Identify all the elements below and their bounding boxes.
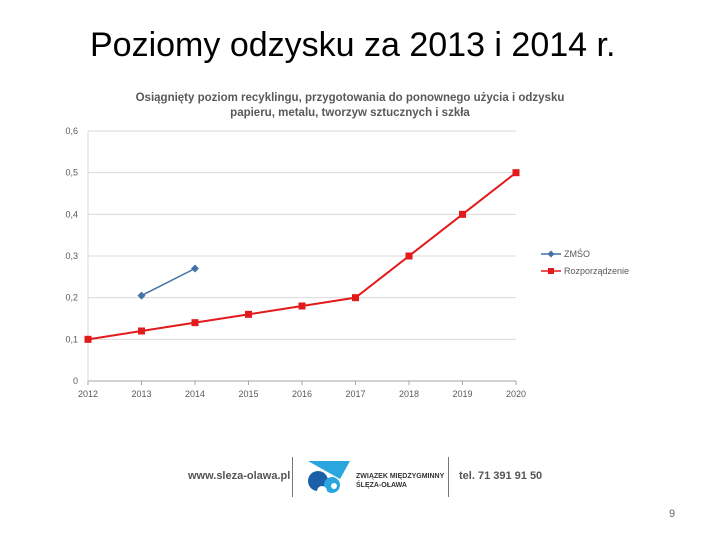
y-tick-label: 0,5 bbox=[65, 168, 78, 178]
x-tick-label: 2016 bbox=[292, 389, 312, 399]
chart-legend: ZMŚO Rozporządzenie bbox=[541, 248, 629, 276]
x-tick-label: 2014 bbox=[185, 389, 205, 399]
data-point bbox=[191, 264, 199, 273]
data-point bbox=[352, 294, 359, 302]
data-point bbox=[298, 302, 306, 310]
website-link[interactable]: www.sleza-olawa.pl bbox=[188, 470, 291, 482]
y-axis-ticks: 0 0,1 0,2 0,3 0,4 0,5 0,6 bbox=[65, 126, 78, 386]
data-point bbox=[84, 335, 92, 343]
y-tick-label: 0,1 bbox=[65, 334, 78, 344]
chart-series bbox=[84, 169, 520, 343]
data-point bbox=[191, 319, 199, 327]
footer-separator bbox=[448, 457, 449, 497]
legend-label: ZMŚO bbox=[564, 248, 590, 259]
legend-marker bbox=[548, 268, 554, 274]
x-tick-label: 2015 bbox=[238, 389, 258, 399]
footer-banner: www.sleza-olawa.pl ZWIĄZEK MIĘDZYGMINNY … bbox=[180, 455, 550, 499]
data-point bbox=[459, 210, 466, 218]
organization-name: ZWIĄZEK MIĘDZYGMINNY ŚLĘZA-OŁAWA bbox=[356, 472, 446, 490]
x-tick-label: 2013 bbox=[131, 389, 151, 399]
legend-marker bbox=[547, 250, 555, 258]
y-tick-label: 0,4 bbox=[65, 209, 78, 219]
x-tick-label: 2020 bbox=[506, 389, 526, 399]
data-point bbox=[405, 252, 413, 260]
x-tick-label: 2019 bbox=[452, 389, 472, 399]
chart-grid bbox=[87, 130, 516, 382]
y-tick-label: 0 bbox=[73, 376, 78, 386]
data-point bbox=[245, 310, 252, 318]
org-line-1: ZWIĄZEK MIĘDZYGMINNY bbox=[356, 473, 445, 480]
y-tick-label: 0,3 bbox=[65, 251, 78, 261]
x-tick-label: 2012 bbox=[78, 389, 98, 399]
x-axis-ticks: 2012 2013 2014 2015 2016 2017 2018 2019 2020 bbox=[78, 381, 526, 399]
footer-separator bbox=[292, 457, 293, 497]
chart-title: Osiągnięty poziom recyklingu, przygotowa… bbox=[100, 91, 600, 121]
y-tick-label: 0,6 bbox=[65, 126, 78, 136]
data-point bbox=[137, 291, 146, 300]
series-line-1 bbox=[141, 267, 196, 297]
x-tick-label: 2017 bbox=[345, 389, 365, 399]
org-line-2: ŚLĘZA-OŁAWA bbox=[356, 482, 407, 489]
x-tick-label: 2018 bbox=[399, 389, 419, 399]
chart-title-line-1: Osiągnięty poziom recyklingu, przygotowa… bbox=[135, 92, 565, 104]
y-tick-label: 0,2 bbox=[65, 293, 78, 303]
chart-title-line-2: papieru, metalu, tworzyw sztucznych i sz… bbox=[230, 107, 470, 119]
data-point bbox=[512, 169, 520, 177]
legend-label: Rozporządzenie bbox=[564, 266, 629, 276]
data-point bbox=[138, 327, 145, 335]
organization-logo-icon bbox=[304, 455, 354, 499]
phone-number: tel. 71 391 91 50 bbox=[459, 470, 543, 482]
page-number: 9 bbox=[669, 508, 676, 520]
slide-title: Poziomy odzysku za 2013 i 2014 r. bbox=[90, 26, 616, 64]
